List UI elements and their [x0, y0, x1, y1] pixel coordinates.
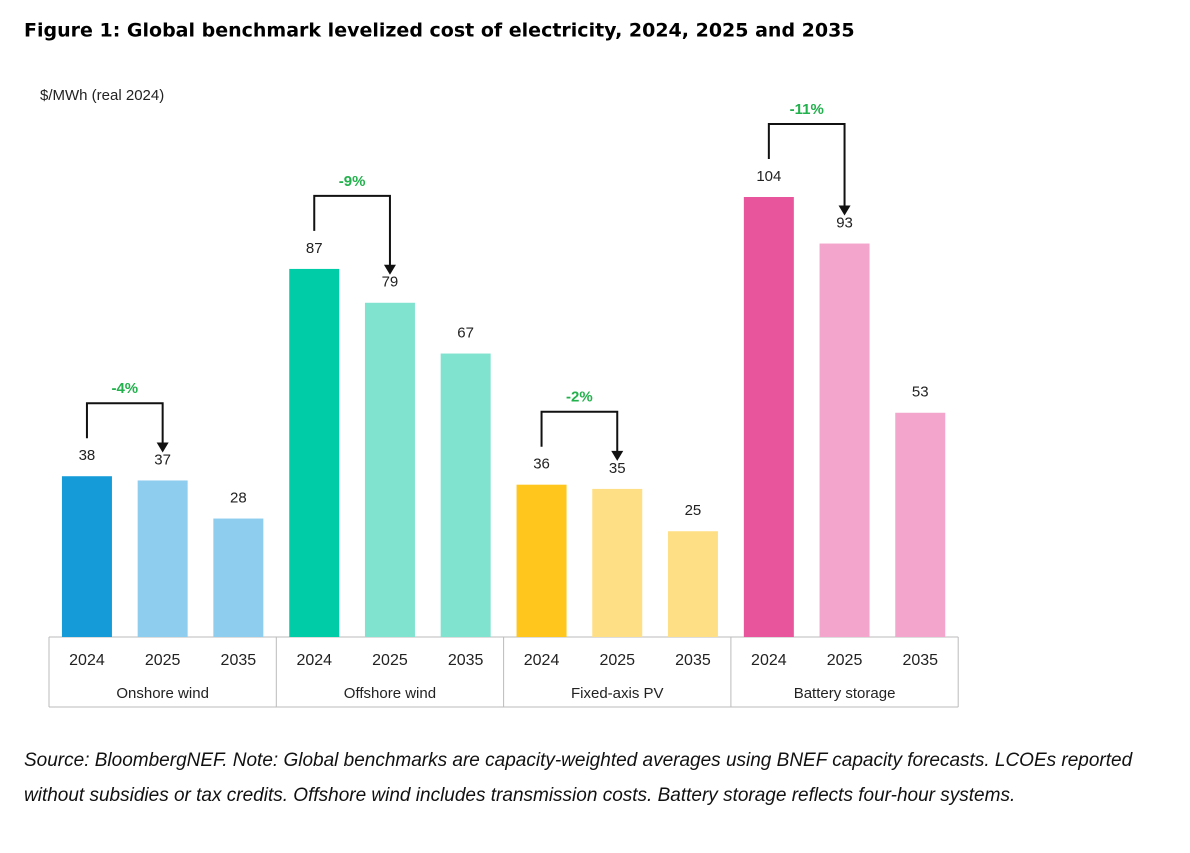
group-label: Battery storage	[794, 685, 896, 702]
group-label: Offshore wind	[344, 685, 436, 702]
change-bracket	[313, 194, 391, 269]
category-label: 2025	[599, 652, 635, 669]
value-label: 87	[306, 240, 323, 257]
value-label: 35	[609, 460, 626, 477]
bar	[213, 518, 264, 637]
change-label: -4%	[111, 380, 138, 397]
value-label: 38	[79, 447, 96, 464]
category-label: 2024	[751, 652, 787, 669]
change-bracket	[767, 123, 846, 210]
category-label: 2025	[372, 652, 408, 669]
change-arrowhead	[838, 205, 851, 216]
y-axis-label: $/MWh (real 2024)	[40, 87, 164, 104]
category-label: 2035	[675, 652, 711, 669]
value-label: 53	[912, 384, 929, 401]
category-label: 2024	[524, 652, 560, 669]
change-bracket	[540, 410, 619, 455]
bar	[743, 197, 794, 637]
chart-title: Figure 1: Global benchmark levelized cos…	[24, 20, 855, 42]
bar	[61, 476, 112, 637]
value-label: 93	[836, 215, 853, 232]
category-label: 2024	[296, 652, 332, 669]
bar	[440, 353, 491, 637]
change-arrowhead	[156, 442, 169, 453]
bar	[516, 484, 567, 637]
value-label: 36	[533, 456, 550, 473]
change-label: -2%	[566, 389, 593, 406]
group-label: Fixed-axis PV	[571, 685, 664, 702]
bar	[592, 488, 643, 637]
value-label: 28	[230, 490, 247, 507]
category-label: 2024	[69, 652, 105, 669]
source-note: Source: BloombergNEF. Note: Global bench…	[24, 750, 1133, 806]
change-label: -9%	[339, 173, 366, 190]
chart: Figure 1: Global benchmark levelized cos…	[24, 20, 959, 708]
bar	[137, 480, 188, 637]
bar	[895, 412, 946, 637]
change-label: -11%	[790, 101, 824, 118]
category-label: 2035	[448, 652, 484, 669]
bar	[289, 268, 340, 637]
change-arrowhead	[611, 450, 624, 461]
value-label: 67	[457, 325, 474, 342]
category-label: 2025	[145, 652, 181, 669]
category-label: 2035	[221, 652, 257, 669]
bar	[364, 302, 415, 637]
group-label: Onshore wind	[116, 685, 209, 702]
bar	[667, 531, 718, 637]
change-bracket	[85, 402, 164, 447]
value-label: 37	[154, 451, 171, 468]
change-arrowhead	[383, 264, 396, 275]
bar	[819, 243, 870, 638]
value-label: 79	[382, 274, 399, 291]
category-label: 2025	[827, 652, 863, 669]
category-label: 2035	[902, 652, 938, 669]
value-label: 25	[685, 502, 702, 519]
value-label: 104	[756, 168, 781, 185]
